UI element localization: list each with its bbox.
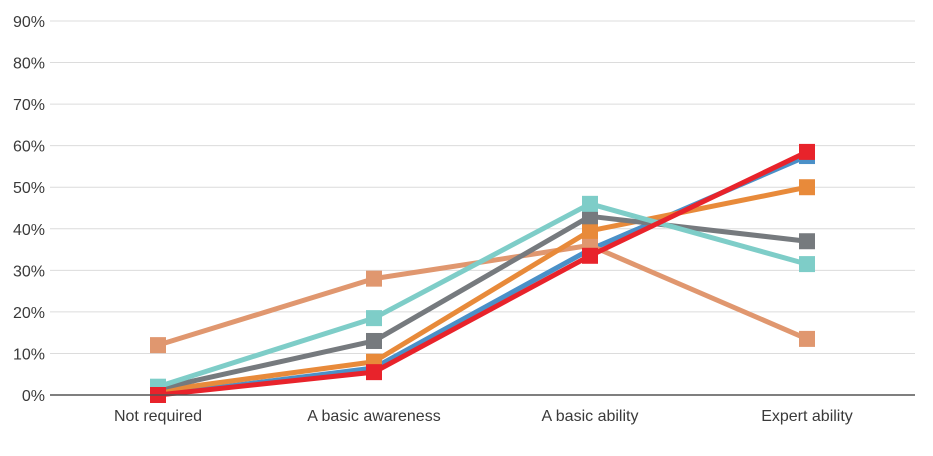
- data-point-marker: [366, 270, 382, 287]
- data-point-marker: [799, 330, 815, 347]
- data-point-marker: [799, 179, 815, 196]
- series-line: [157, 213, 808, 392]
- y-tick-label: 30%: [13, 263, 45, 280]
- series-5: [150, 143, 815, 403]
- y-tick-label: 20%: [13, 305, 45, 322]
- data-point-marker: [582, 195, 598, 212]
- y-tick-label: 80%: [13, 56, 45, 73]
- x-tick-label: Not required: [114, 408, 202, 425]
- data-point-marker: [366, 332, 382, 349]
- series-2: [150, 179, 815, 399]
- x-axis-tick-labels: Not required A basic awareness A basic abi…: [114, 408, 853, 425]
- data-point-marker: [366, 364, 382, 381]
- data-point-marker: [799, 233, 815, 250]
- y-tick-label: 10%: [13, 346, 45, 363]
- x-tick-label: A basic ability: [542, 408, 639, 425]
- y-tick-label: 70%: [13, 97, 45, 114]
- data-point-marker: [582, 208, 598, 225]
- data-point-marker: [582, 222, 598, 239]
- y-axis-tick-labels: 0% 10% 20% 30% 40% 50% 60% 70% 80% 90%: [13, 14, 45, 405]
- series-line: [157, 149, 809, 398]
- y-tick-label: 60%: [13, 139, 45, 156]
- data-point-marker: [150, 337, 166, 354]
- gridlines: [50, 20, 915, 354]
- y-tick-label: 0%: [22, 388, 45, 405]
- series-lines: [150, 143, 815, 403]
- data-point-marker: [799, 256, 815, 273]
- data-point-marker: [582, 247, 598, 264]
- y-tick-label: 90%: [13, 14, 45, 31]
- y-tick-label: 50%: [13, 180, 45, 197]
- data-point-marker: [799, 143, 815, 160]
- y-tick-label: 40%: [13, 222, 45, 239]
- series-line: [157, 184, 808, 394]
- x-tick-label: Expert ability: [761, 408, 853, 425]
- series-line: [157, 201, 808, 390]
- data-point-marker: [366, 310, 382, 327]
- x-tick-label: A basic awareness: [307, 408, 440, 425]
